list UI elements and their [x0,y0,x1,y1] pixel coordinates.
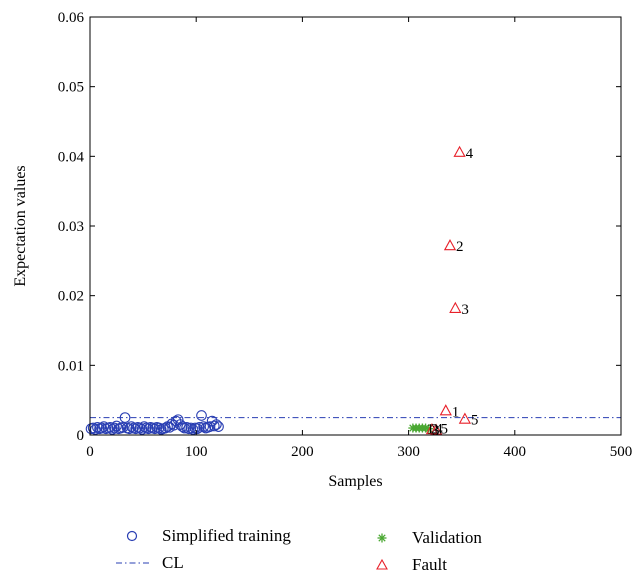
y-axis-label: Expectation values [12,165,29,286]
plot-frame [89,16,622,436]
x-tick-label: 400 [504,444,527,460]
fault-point [449,301,462,313]
fault-point [430,423,443,435]
fault-point [453,145,466,157]
x-tick-label: 300 [397,444,420,460]
axes: 0 100 200 300 400 500 0 0.01 0.02 0.03 0.04 0.05 0.0… [58,10,633,460]
x-tick-label: 100 [185,444,208,460]
training-point [96,422,108,434]
training-point [130,423,142,435]
training-point [191,423,203,435]
training-point [185,422,197,434]
fault-point-label: 1 [452,404,460,420]
fault-point [439,404,452,416]
validation-cluster-label: 5 [440,422,448,438]
validation-cluster-label: 2 [431,422,439,438]
training-point [196,410,207,421]
training-point [181,421,192,433]
training-point [211,419,222,430]
training-point [143,423,154,435]
y-tick-label: 0.06 [58,10,85,26]
training-point [208,420,220,432]
fault-point [458,412,472,424]
y-tick-label: 0.03 [58,219,84,235]
y-tick-label: 0.04 [58,149,85,165]
fault-point [443,239,457,251]
fault-point-label: 2 [456,239,464,255]
training-point [117,421,129,433]
validation-cluster-label: 4 [435,422,443,438]
training-point [194,421,205,433]
training-point [213,421,224,432]
fault-point-label: 3 [461,302,469,318]
training-point [92,421,103,433]
training-point [104,421,116,433]
validation-cluster-label: 1 [427,422,435,438]
training-point [177,421,188,432]
training-point [198,421,209,432]
x-axis-label: Samples [328,473,382,490]
training-point [87,422,99,434]
training-point [136,424,148,435]
validation-cluster-label: 3 [432,423,440,439]
training-point [123,423,135,435]
y-tick-label: 0.02 [58,289,84,305]
training-point [204,421,216,432]
training-point [119,412,131,423]
x-tick-label: 500 [610,444,633,460]
fault-point-label: 4 [466,146,474,162]
training-point [187,424,199,435]
y-tick-label: 0 [77,428,85,444]
training-point [109,422,120,434]
x-tick-label: 0 [86,444,94,460]
y-tick-label: 0.05 [58,80,84,96]
x-tick-label: 200 [291,444,314,460]
training-point [149,423,161,435]
fault-point-label: 5 [471,413,479,429]
training-point [134,422,146,434]
training-point [153,422,165,434]
y-tick-label: 0.01 [58,358,84,374]
